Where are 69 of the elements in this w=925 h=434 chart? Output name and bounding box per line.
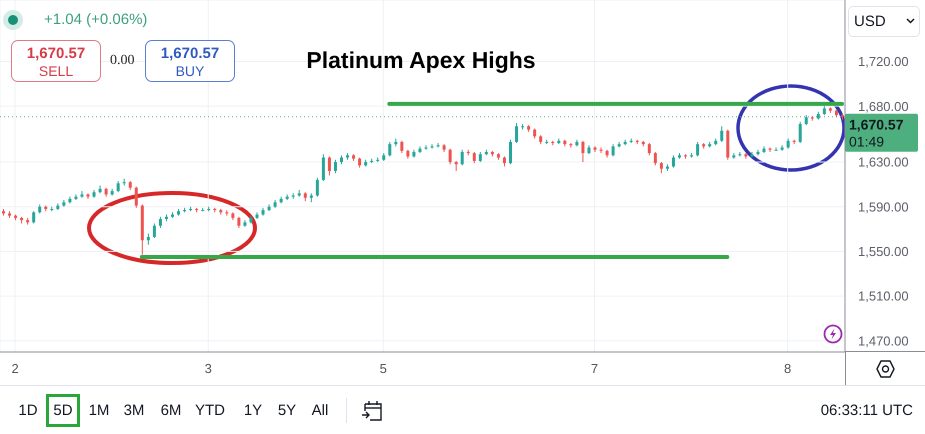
candlestick (648, 142, 651, 156)
candlestick (478, 151, 482, 163)
candlestick (502, 156, 506, 167)
candlestick (322, 154, 325, 182)
candlestick (146, 233, 150, 246)
candlestick (158, 216, 162, 228)
text: 1M (88, 402, 110, 419)
text: 1Y (244, 402, 262, 419)
candlestick (654, 151, 657, 166)
y-tick-label: 1,720.00 (858, 54, 909, 70)
text: 6M (160, 402, 182, 419)
candlestick (460, 149, 464, 166)
text: 5Y (278, 402, 296, 419)
y-tick-label: 1,590.00 (858, 199, 909, 214)
y-tick-label: 1,470.00 (858, 333, 909, 348)
candlestick (509, 139, 512, 165)
candlestick (696, 141, 700, 157)
annotation: 0.00 (110, 53, 134, 69)
candlestick (448, 148, 452, 165)
x-tick-label: 3 (204, 361, 212, 376)
candlestick (804, 114, 808, 126)
candlestick (334, 159, 337, 174)
text: YTD (195, 402, 225, 419)
ref-line-label: 1,670.57 (849, 116, 904, 133)
text: Platinum Apex Highs (306, 47, 536, 73)
x-tick-label: 5 (380, 361, 387, 376)
annotation: SELL (38, 63, 74, 79)
candlestick (515, 122, 518, 144)
candlestick (328, 156, 331, 176)
candlestick (798, 121, 802, 144)
candlestick (533, 128, 536, 140)
sell-button: 1,670.57 SELL (11, 40, 101, 82)
text: All (312, 402, 328, 419)
candlestick (116, 180, 120, 193)
currency-select: USD (848, 6, 920, 37)
candlestick (32, 210, 36, 224)
y-tick-label: 1,510.00 (858, 288, 909, 304)
candlestick (134, 186, 138, 208)
candlestick (660, 162, 663, 174)
candlestick (400, 140, 404, 154)
text: 3M (124, 402, 144, 419)
annotation: 1,670.57 (26, 45, 86, 62)
candlestick (454, 160, 458, 172)
annotation: BUY (174, 63, 206, 79)
candlestick (672, 154, 675, 168)
text: 1D (18, 402, 38, 419)
candlestick (316, 177, 319, 198)
candlestick (612, 144, 615, 157)
candlestick (720, 126, 724, 142)
candlestick (472, 151, 476, 164)
candlestick (581, 140, 584, 163)
annotation: 1,670.57 (160, 45, 220, 62)
candlestick (466, 149, 470, 156)
x-tick-label: 2 (11, 361, 19, 376)
y-tick-label: 1,680.00 (858, 98, 909, 114)
x-tick-label: 7 (590, 361, 598, 376)
selected-button: 5D (46, 394, 80, 427)
buy-button: 1,670.57 BUY (145, 40, 235, 82)
text: 06:33:11 UTC (820, 402, 913, 419)
annotation: +1.04 (+0.06%) (44, 11, 148, 29)
x-tick-label: 8 (784, 361, 792, 376)
candlestick (358, 157, 362, 168)
y-tick-label: 1,550.00 (858, 244, 909, 260)
candlestick (152, 222, 156, 239)
candlestick (786, 138, 790, 150)
y-tick-label: 1,630.00 (858, 154, 909, 170)
candlestick (237, 216, 240, 228)
price-tag: 1,670.57 01:49 (845, 114, 918, 152)
candlestick (388, 141, 392, 157)
